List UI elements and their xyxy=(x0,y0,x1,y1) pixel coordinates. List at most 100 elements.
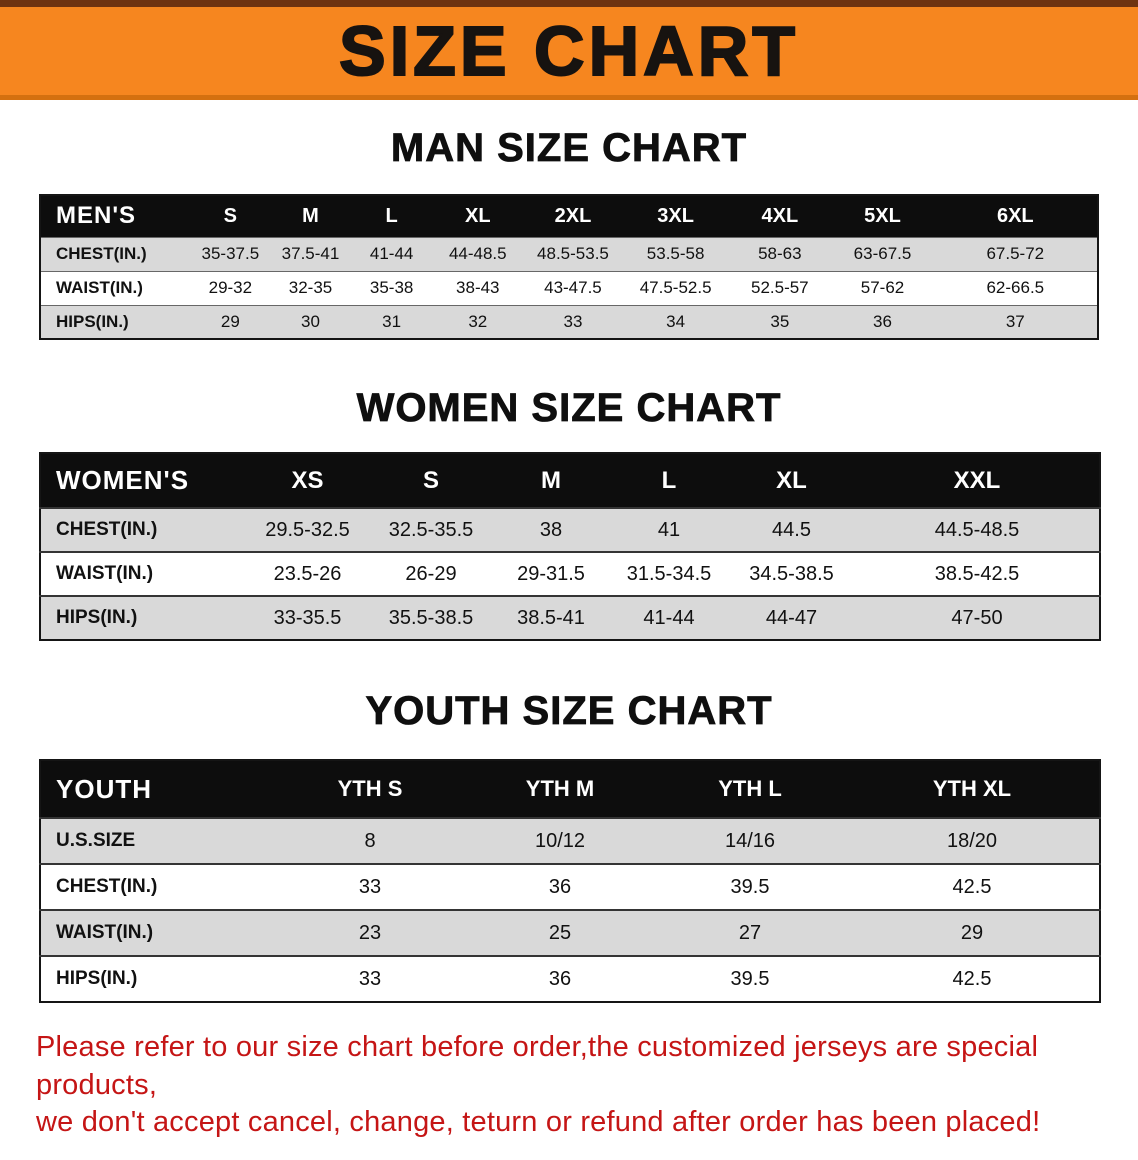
women-section-heading: WOMEN SIZE CHART xyxy=(356,386,782,431)
youth-section-heading: YOUTH SIZE CHART xyxy=(365,689,773,734)
youth-size-table-grid: YOUTH YTH S YTH M YTH L YTH XL U.S.SIZE 8 10/12… xyxy=(39,759,1101,1003)
row-label: CHEST(IN.) xyxy=(56,244,147,263)
row-label: CHEST(IN.) xyxy=(56,519,158,540)
table-cell: 47.5-52.5 xyxy=(639,278,712,297)
table-cell: 25 xyxy=(548,921,572,944)
men-size-table-grid: MEN'S S M L XL 2XL 3XL 4XL 5XL 6XL CHEST(IN.) 35-37… xyxy=(39,194,1099,340)
column-header: YTH M xyxy=(465,760,655,818)
table-cell: 41-44 xyxy=(369,244,414,263)
table-cell: 29.5-32.5 xyxy=(265,518,350,541)
table-cell: 29 xyxy=(220,311,240,331)
column-header: S xyxy=(190,195,271,237)
table-cell: 35-37.5 xyxy=(201,244,260,263)
disclaimer: Please refer to our size chart before or… xyxy=(0,1029,1138,1160)
header-row: WOMEN'S XS S M L XL XXL xyxy=(40,453,1100,508)
table-cell: 30 xyxy=(301,311,320,331)
table-cell: 53.5-58 xyxy=(646,244,705,263)
column-header: 3XL xyxy=(623,195,729,237)
row-label: WAIST(IN.) xyxy=(56,922,154,943)
row-label: HIPS(IN.) xyxy=(56,607,138,628)
column-header: YTH S xyxy=(275,760,465,818)
table-row: CHEST(IN.) 29.5-32.5 32.5-35.5 38 41 44.5 44.5… xyxy=(40,508,1100,552)
table-cell: 23.5-26 xyxy=(273,562,342,585)
column-header: YTH L xyxy=(655,760,845,818)
table-cell: 35 xyxy=(770,311,790,331)
table-title: MEN'S xyxy=(40,195,191,237)
table-cell: 31 xyxy=(382,311,402,331)
table-cell: 36 xyxy=(548,875,572,898)
table-cell: 29-32 xyxy=(208,278,253,297)
table-row: WAIST(IN.) 23.5-26 26-29 29-31.5 31.5-34.5 34… xyxy=(40,552,1100,596)
table-row: CHEST(IN.) 33 36 39.5 42.5 xyxy=(40,864,1100,910)
table-row: HIPS(IN.) 33-35.5 35.5-38.5 38.5-41 41-44 44-… xyxy=(40,596,1100,640)
table-cell: 43-47.5 xyxy=(544,278,602,297)
table-cell: 8 xyxy=(364,829,376,852)
column-header: 5XL xyxy=(831,195,934,237)
table-cell: 58-63 xyxy=(758,244,802,263)
table-cell: 10/12 xyxy=(534,829,586,852)
table-cell: 39.5 xyxy=(730,875,770,898)
table-cell: 41 xyxy=(657,518,681,541)
row-label: WAIST(IN.) xyxy=(56,278,143,297)
column-header: M xyxy=(270,195,351,237)
row-label: U.S.SIZE xyxy=(56,830,136,851)
table-cell: 32.5-35.5 xyxy=(388,518,474,541)
table-cell: 33 xyxy=(358,967,382,990)
table-cell: 47-50 xyxy=(951,606,1003,629)
table-cell: 36 xyxy=(548,967,572,990)
page-title: SIZE CHART xyxy=(338,12,799,90)
table-cell: 44.5 xyxy=(772,518,811,541)
table-title: WOMEN'S xyxy=(40,453,245,508)
row-label: HIPS(IN.) xyxy=(56,311,129,331)
table-cell: 23 xyxy=(358,921,382,944)
banner: SIZE CHART xyxy=(0,0,1138,100)
column-header: 4XL xyxy=(728,195,832,237)
table-cell: 42.5 xyxy=(952,967,992,990)
table-title: YOUTH xyxy=(40,760,275,818)
table-cell: 52.5-57 xyxy=(750,278,809,297)
youth-size-table: YOUTH YTH S YTH M YTH L YTH XL U.S.SIZE 8 10/12… xyxy=(39,759,1101,1003)
table-cell: 33-35.5 xyxy=(273,606,342,629)
row-label: WAIST(IN.) xyxy=(56,563,154,584)
table-cell: 62-66.5 xyxy=(986,278,1045,297)
header-row: YOUTH YTH S YTH M YTH L YTH XL xyxy=(40,760,1100,818)
table-cell: 34 xyxy=(666,311,686,331)
table-cell: 32-35 xyxy=(288,278,333,297)
table-cell: 38-43 xyxy=(456,278,500,297)
column-header: XL xyxy=(728,453,855,508)
table-cell: 37 xyxy=(1005,311,1025,331)
men-section-heading: MAN SIZE CHART xyxy=(390,126,748,171)
table-cell: 33 xyxy=(358,875,382,898)
table-cell: 38.5-42.5 xyxy=(934,562,1020,585)
table-cell: 44-48.5 xyxy=(448,244,507,263)
men-size-table: MEN'S S M L XL 2XL 3XL 4XL 5XL 6XL CHEST(IN.) 35-37… xyxy=(39,194,1099,340)
table-cell: 35.5-38.5 xyxy=(388,606,474,629)
table-cell: 63-67.5 xyxy=(853,244,912,263)
table-row: U.S.SIZE 8 10/12 14/16 18/20 xyxy=(40,818,1100,864)
table-cell: 67.5-72 xyxy=(986,244,1045,263)
youth-size-section: YOUTH SIZE CHART YOUTH YTH S YTH M YTH L YTH… xyxy=(0,689,1138,1003)
table-cell: 26-29 xyxy=(405,562,457,585)
table-cell: 42.5 xyxy=(952,875,992,898)
table-cell: 48.5-53.5 xyxy=(537,244,609,263)
table-cell: 37.5-41 xyxy=(281,244,340,263)
table-cell: 38 xyxy=(539,518,563,541)
table-cell: 29-31.5 xyxy=(517,562,585,585)
row-label: CHEST(IN.) xyxy=(56,876,158,897)
table-cell: 35-38 xyxy=(369,278,414,297)
table-cell: 44.5-48.5 xyxy=(934,518,1020,541)
table-row: HIPS(IN.) 29 30 31 32 33 34 35 36 37 xyxy=(40,305,1098,339)
table-cell: 39.5 xyxy=(730,967,770,990)
table-cell: 32 xyxy=(468,311,488,331)
column-header: XS xyxy=(245,453,370,508)
column-header: YTH XL xyxy=(845,760,1100,818)
table-cell: 18/20 xyxy=(946,829,998,852)
table-cell: 33 xyxy=(563,311,583,331)
disclaimer-line-2: we don't accept cancel, change, teturn o… xyxy=(36,1106,1041,1139)
column-header: S xyxy=(370,453,492,508)
row-label: HIPS(IN.) xyxy=(56,968,138,989)
table-cell: 41-44 xyxy=(643,606,695,629)
column-header: L xyxy=(350,195,433,237)
women-size-section: WOMEN SIZE CHART WOMEN'S XS S M L XL XXL CHEST(… xyxy=(0,386,1138,641)
